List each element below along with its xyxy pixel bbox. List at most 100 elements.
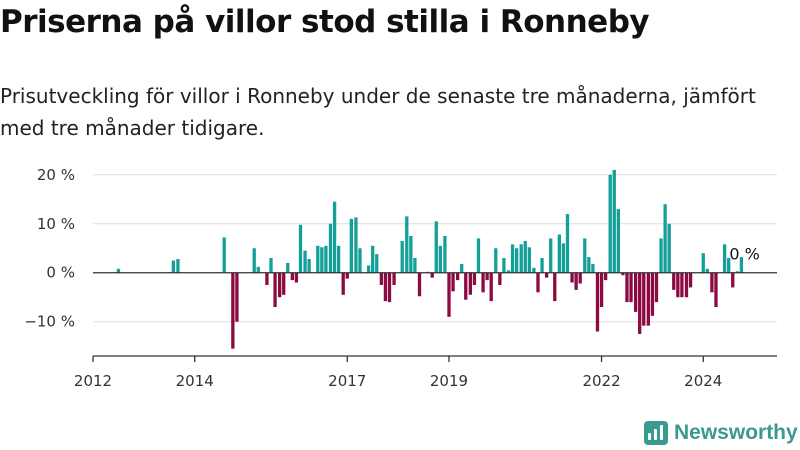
bar [739,257,744,273]
bar [383,272,388,302]
bar [629,272,633,303]
bar [282,272,286,295]
bar [527,247,531,273]
bar [553,272,557,302]
bar [303,250,307,273]
x-tick-label: 2019 [430,372,468,390]
bar [231,272,235,349]
bar [532,267,536,273]
x-tick-label: 2024 [684,372,722,390]
bar [536,272,540,293]
bar [684,272,689,298]
bar [400,240,404,273]
brand-name: Newsworthy [674,421,798,444]
bar [549,238,553,273]
bar [375,254,379,273]
bar [460,263,464,273]
bar [714,272,718,308]
bar [468,272,472,295]
last-value-label: 0 % [729,245,759,264]
bar [451,272,455,292]
bar [222,237,226,273]
bar [438,245,442,273]
bar [506,270,511,273]
bar [252,248,256,273]
bar [417,272,422,297]
bar [672,272,676,290]
bar [578,272,582,284]
bar [557,234,561,273]
bar [735,271,739,273]
bar [544,272,549,278]
x-tick-label: 2014 [176,372,214,390]
bar [316,245,320,273]
bar [464,272,468,300]
bar [485,272,489,281]
bar [680,272,684,298]
bar [688,272,693,288]
bar [413,258,417,273]
bar [710,272,714,293]
bar [722,244,727,273]
bar [489,272,493,302]
bar [341,272,345,295]
bar [599,272,604,308]
bar [294,272,299,283]
bar [583,238,587,273]
bar [727,258,731,273]
bar [659,238,663,273]
bar [265,272,269,285]
bar [701,253,705,273]
bar [392,272,396,285]
chart-title: Priserna på villor stod stilla i Ronneby [0,4,650,40]
bar [176,259,180,273]
bar [625,272,629,303]
bar [354,217,358,273]
bar [379,272,384,285]
bar [345,272,349,279]
bar-chart-logo-icon [644,421,668,445]
bar [328,223,333,273]
bar [366,265,371,273]
bar [612,169,616,273]
bar [633,272,638,312]
x-axis: 2012 2014 2017 2019 2022 2024 [74,355,777,390]
bar [608,174,612,273]
bar [498,272,502,285]
bar [646,272,650,326]
bar [595,272,600,332]
bar [277,272,282,298]
bar [235,272,239,322]
bar [447,272,451,317]
bar [565,213,570,273]
bar [116,268,121,273]
bar [621,272,625,276]
x-tick-label: 2017 [328,372,366,390]
bar [663,204,667,273]
bar [570,272,574,283]
brand-logo: Newsworthy [644,419,798,447]
bar [290,272,295,281]
bar [269,258,273,273]
bar [603,272,608,281]
y-tick-label: −10 % [24,313,75,331]
bar [371,245,375,273]
bar [642,272,646,326]
bars [116,169,744,349]
bar [654,272,659,303]
x-tick-label: 2022 [582,372,620,390]
bar [434,221,438,273]
bar [494,248,498,273]
bar [514,248,519,273]
bar [336,245,341,273]
bar [731,272,735,288]
bar [455,272,460,281]
x-tick-label: 2012 [74,372,112,390]
bar [540,258,544,273]
bar [358,248,362,273]
y-tick-label: 20 % [37,166,75,184]
y-axis-labels: −10 % 0 % 10 % 20 % [24,166,75,331]
bar [502,258,506,273]
bar [298,224,303,273]
